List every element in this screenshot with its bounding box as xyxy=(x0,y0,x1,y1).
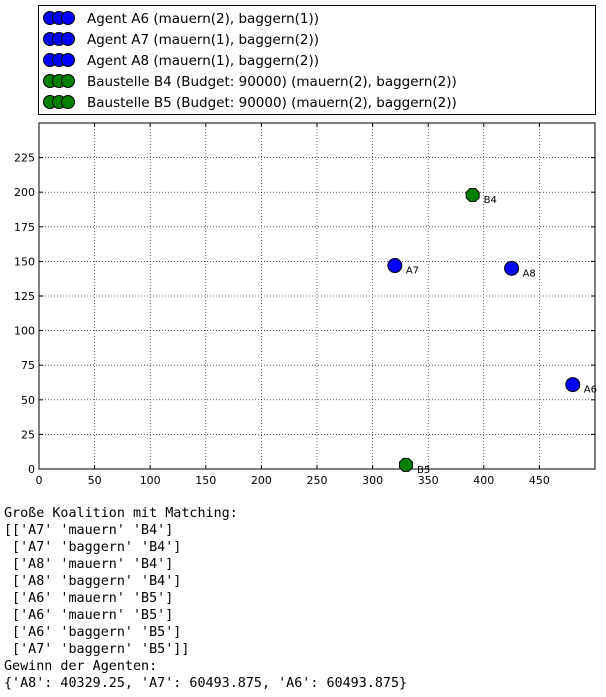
data-point xyxy=(398,457,413,472)
legend-entry: Baustelle B5 (Budget: 90000) (mauern(2),… xyxy=(43,93,457,113)
x-tick-label: 0 xyxy=(36,474,43,487)
x-tick-label: 100 xyxy=(140,474,161,487)
y-tick-label: 75 xyxy=(21,359,35,372)
legend-marker xyxy=(43,9,81,29)
point-label: A8 xyxy=(523,268,536,279)
point-label: B5 xyxy=(417,465,430,476)
chart-legend: Agent A6 (mauern(2), baggern(1)) Agent A7… xyxy=(38,5,596,115)
y-tick-label: 225 xyxy=(14,152,35,165)
legend-label: Baustelle B4 (Budget: 90000) (mauern(2),… xyxy=(87,74,457,90)
point-label: B4 xyxy=(484,195,497,206)
scatter-plot: 0 50 100 150 200 250 300 350 400 450 0 25 50 75 100 125… xyxy=(14,122,597,487)
data-point xyxy=(565,377,581,393)
x-tick-label: 400 xyxy=(473,474,494,487)
x-tick-label: 50 xyxy=(88,474,102,487)
x-tick-label: 150 xyxy=(195,474,216,487)
legend-entry: Agent A6 (mauern(2), baggern(1)) xyxy=(43,9,319,29)
x-tick-label: 350 xyxy=(418,474,439,487)
legend-entry: Agent A7 (mauern(1), baggern(2)) xyxy=(43,30,319,50)
x-tick-label: 300 xyxy=(362,474,383,487)
legend-marker xyxy=(43,51,81,71)
y-tick-label: 150 xyxy=(14,255,35,268)
point-label: A6 xyxy=(584,385,597,396)
console-output: Große Koalition mit Matching: [['A7' 'ma… xyxy=(4,506,408,691)
legend-marker xyxy=(43,72,81,92)
legend-label: Agent A8 (mauern(1), baggern(2)) xyxy=(87,53,320,69)
legend-label: Agent A6 (mauern(2), baggern(1)) xyxy=(87,11,320,27)
legend-label: Agent A7 (mauern(1), baggern(2)) xyxy=(87,32,320,48)
legend-marker xyxy=(43,93,81,113)
legend-marker xyxy=(43,30,81,50)
legend-label: Baustelle B5 (Budget: 90000) (mauern(2),… xyxy=(87,95,457,111)
x-tick-label: 250 xyxy=(307,474,328,487)
data-point xyxy=(465,188,480,202)
y-tick-label: 175 xyxy=(14,221,35,234)
legend-entry: Agent A8 (mauern(1), baggern(2)) xyxy=(43,51,319,71)
x-tick-label: 200 xyxy=(251,474,272,487)
y-tick-label: 50 xyxy=(21,394,35,407)
data-point xyxy=(504,260,520,276)
x-tick-label: 450 xyxy=(529,474,550,487)
legend-entry: Baustelle B4 (Budget: 90000) (mauern(2),… xyxy=(43,72,457,92)
data-point xyxy=(387,258,403,274)
point-label: A7 xyxy=(406,266,419,277)
y-tick-label: 200 xyxy=(14,186,35,199)
y-tick-label: 125 xyxy=(14,290,35,303)
y-tick-label: 0 xyxy=(28,463,35,476)
y-tick-label: 100 xyxy=(14,325,35,338)
y-tick-label: 25 xyxy=(21,428,35,441)
